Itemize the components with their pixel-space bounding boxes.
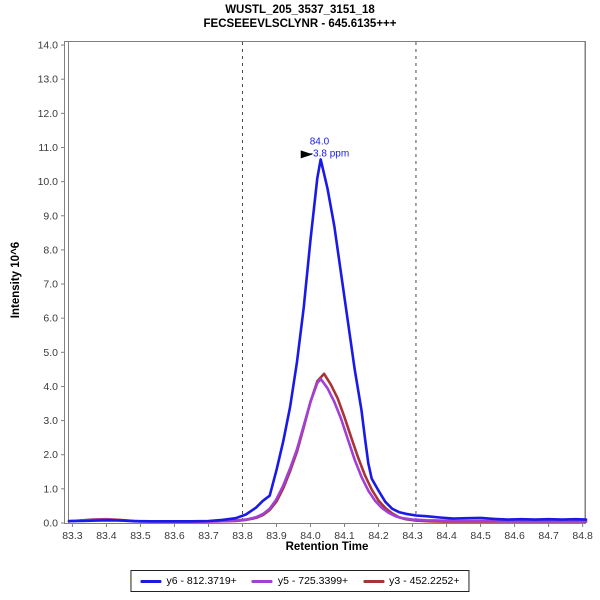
legend-item-y6: y6 - 812.3719+ [140, 575, 237, 587]
chart-title-line1: WUSTL_205_3537_3151_18 [225, 4, 375, 16]
x-axis-tick-label: 83.7 [198, 530, 219, 542]
plot-axis-box [68, 41, 586, 524]
x-axis-tick-label: 84.6 [504, 530, 525, 542]
x-axis-tick-label: 83.6 [164, 530, 185, 542]
y-axis-tick-label: 5.0 [43, 347, 58, 359]
chart-title-line2: FECSEEEVLSCLYNR - 645.6135+++ [203, 18, 397, 30]
trace-y5[interactable] [67, 377, 588, 523]
y-axis-tick-label: 4.0 [43, 381, 58, 393]
chart-title: WUSTL_205_3537_3151_18 FECSEEEVLSCLYNR -… [0, 3, 600, 31]
y-axis-tick-label: 3.0 [43, 415, 58, 427]
y-axis-tick-label: 12.0 [38, 108, 59, 120]
y-axis-tick-label: 0.0 [43, 518, 58, 530]
x-axis-tick-label: 84.4 [436, 530, 457, 542]
legend-line-swatch-y6 [140, 579, 162, 583]
x-axis-tick-label: 84.0 [300, 530, 321, 542]
trace-y6[interactable] [67, 158, 588, 523]
y-axis-tick-label: 13.0 [38, 74, 59, 86]
y-axis-tick-label: 11.0 [38, 142, 58, 154]
x-axis-tick-label: 84.7 [538, 530, 559, 542]
x-axis-tick-label: 83.3 [62, 530, 83, 542]
x-axis-tick-label: 83.9 [266, 530, 287, 542]
x-axis-tick-label: 83.4 [96, 530, 117, 542]
y-axis-tick-label: 2.0 [43, 449, 58, 461]
x-axis-tick-label: 84.3 [402, 530, 423, 542]
peak-rt-label: 84.0 [310, 136, 330, 147]
peak-ppm-label: -3.8 ppm [310, 148, 349, 159]
legend-item-y5: y5 - 725.3399+ [251, 575, 349, 587]
y-axis-tick-label: 8.0 [43, 244, 58, 256]
y-axis-title: Intensity 10^6 [10, 241, 22, 319]
x-axis-tick-label: 83.8 [232, 530, 253, 542]
y-axis-tick-label: 14.0 [38, 40, 59, 52]
x-axis-tick-label: 84.5 [470, 530, 491, 542]
trace-y3[interactable] [67, 372, 588, 523]
y-axis-tick-label: 6.0 [43, 313, 58, 325]
x-axis-tick-label: 84.8 [572, 530, 593, 542]
legend-label-y3: y3 - 452.2252+ [389, 575, 460, 587]
y-axis-tick-label: 9.0 [43, 210, 58, 222]
peak-pointer-icon [300, 150, 313, 159]
plot-frame [64, 41, 586, 524]
y-axis-tick-label: 10.0 [38, 176, 59, 188]
legend-label-y6: y6 - 812.3719+ [166, 575, 237, 587]
legend-line-swatch-y5 [251, 579, 273, 583]
legend: y6 - 812.3719+ y5 - 725.3399+ y3 - 452.2… [130, 570, 470, 592]
x-axis-title: Retention Time [285, 541, 369, 553]
y-axis-tick-label: 1.0 [43, 483, 58, 495]
x-axis-tick-label: 83.5 [130, 530, 151, 542]
legend-item-y3: y3 - 452.2252+ [363, 575, 460, 587]
legend-line-swatch-y3 [363, 579, 385, 583]
x-axis-tick-label: 84.1 [334, 530, 355, 542]
legend-label-y5: y5 - 725.3399+ [277, 575, 349, 587]
y-axis-tick-label: 7.0 [43, 279, 58, 291]
x-axis-tick-label: 84.2 [368, 530, 389, 542]
